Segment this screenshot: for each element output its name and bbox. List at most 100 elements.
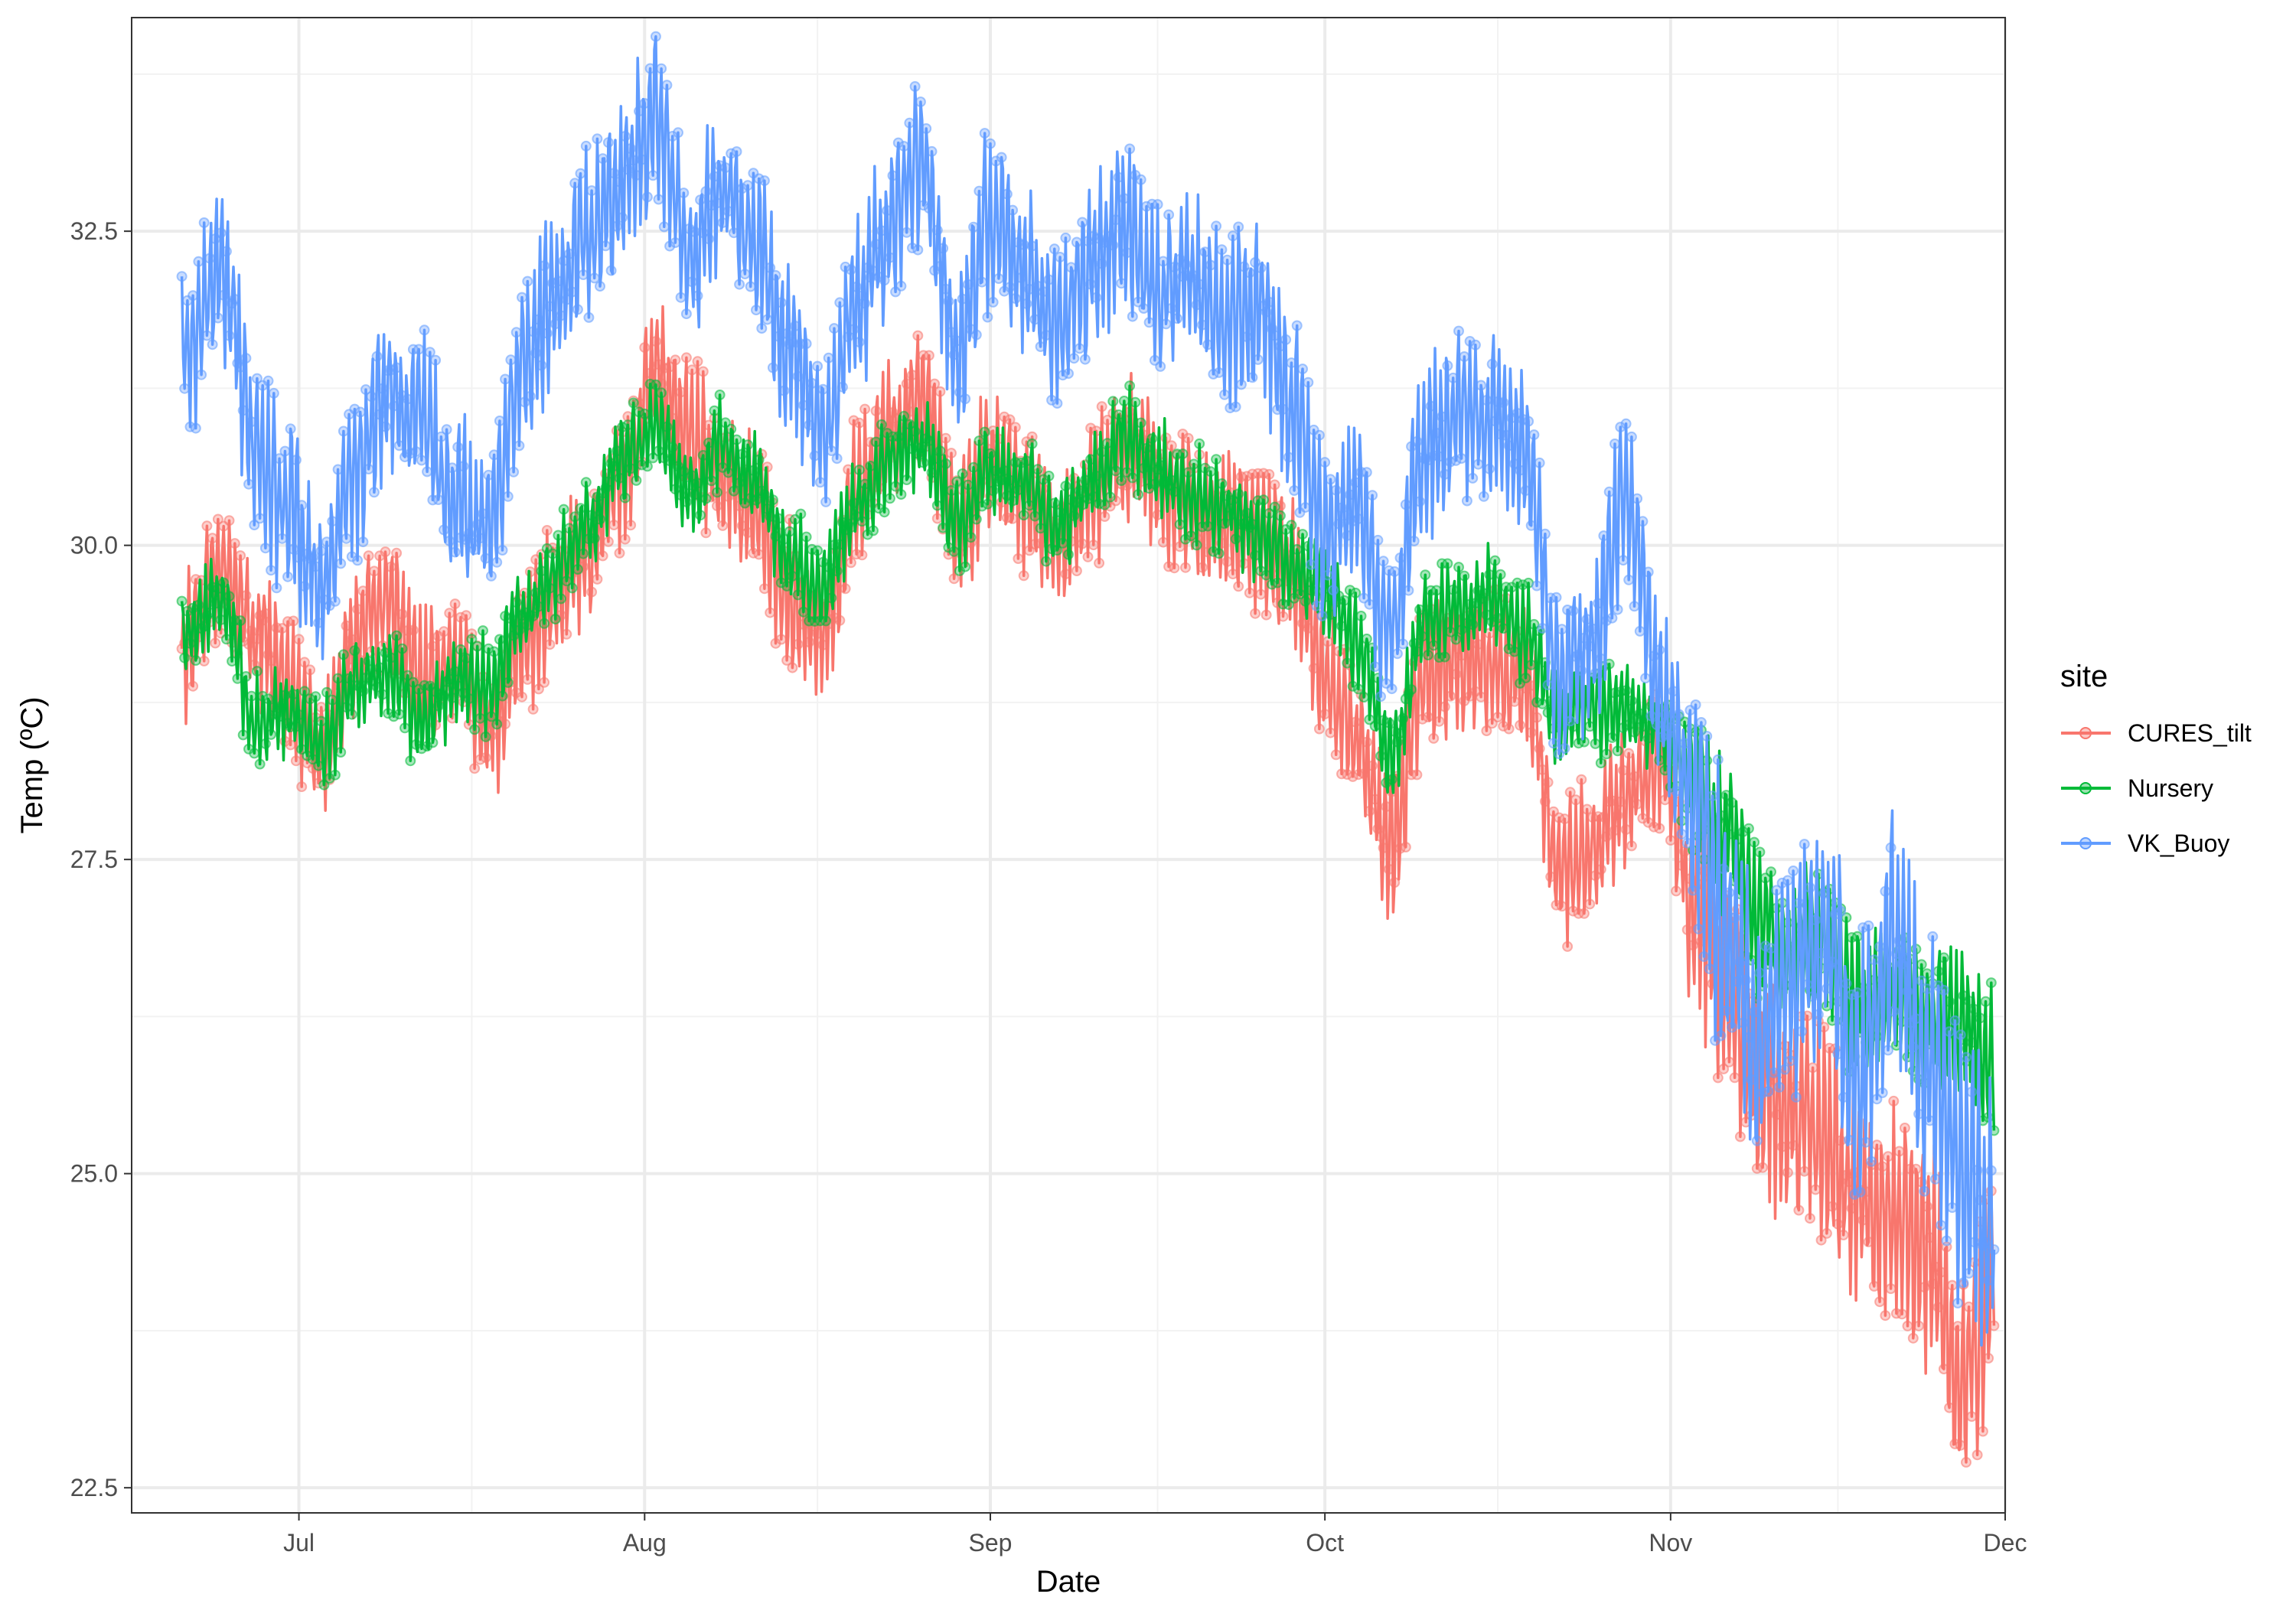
data-point [1941, 1235, 1952, 1247]
data-point [366, 391, 377, 403]
data-point [1009, 422, 1021, 433]
data-point [1040, 330, 1052, 341]
data-point [1378, 556, 1389, 567]
data-point [1492, 612, 1503, 624]
data-point [502, 491, 514, 502]
data-point [290, 721, 302, 732]
data-point [778, 533, 790, 545]
data-point [934, 445, 946, 457]
data-point [1520, 673, 1531, 683]
data-point [1609, 438, 1620, 449]
data-point [1227, 230, 1238, 242]
data-point [1186, 530, 1197, 542]
data-point [1211, 454, 1222, 465]
data-point [673, 127, 683, 139]
data-point [1319, 457, 1331, 468]
data-point [1280, 334, 1292, 345]
data-point [1286, 520, 1297, 531]
data-point [667, 131, 678, 142]
data-point [1297, 363, 1308, 375]
data-point [876, 225, 887, 236]
data-point [332, 673, 344, 684]
data-point [471, 641, 483, 652]
data-point [413, 344, 425, 355]
data-point [547, 278, 559, 288]
data-point [1133, 489, 1144, 500]
data-point [1896, 1309, 1908, 1320]
data-point [982, 311, 993, 323]
data-point [263, 693, 274, 705]
data-point [558, 504, 569, 515]
data-point [1032, 464, 1043, 475]
data-point [1367, 760, 1378, 771]
data-point [1567, 605, 1579, 617]
data-point [237, 729, 249, 741]
data-point [697, 450, 709, 461]
data-point [1124, 143, 1136, 155]
data-point [940, 283, 951, 295]
data-point [338, 649, 349, 660]
data-point [497, 545, 508, 556]
data-point [1584, 721, 1596, 732]
data-point [1938, 1364, 1949, 1374]
data-point [1342, 530, 1353, 541]
data-point [1235, 379, 1247, 390]
data-point [1866, 1156, 1877, 1167]
data-point [1216, 478, 1228, 489]
data-point [1754, 846, 1766, 858]
data-point [617, 212, 628, 223]
data-point [797, 399, 809, 411]
data-point [1760, 940, 1771, 952]
data-point [853, 464, 865, 476]
data-point [1718, 1063, 1730, 1074]
data-point [1152, 199, 1163, 210]
data-point [1116, 475, 1127, 486]
data-point [335, 747, 347, 758]
data-point [1016, 458, 1027, 468]
data-point [432, 494, 444, 505]
data-point [1642, 732, 1654, 744]
data-point [1358, 768, 1370, 780]
data-point [675, 386, 687, 398]
data-point [514, 624, 525, 636]
data-point [193, 256, 204, 267]
data-point [1841, 978, 1852, 989]
data-point [602, 476, 614, 487]
data-point [1166, 440, 1177, 451]
data-point [1924, 1115, 1936, 1126]
data-point [1124, 380, 1136, 392]
y-axis: 22.5 25.0 27.5 30.0 32.5 [70, 217, 132, 1501]
data-point [1375, 751, 1386, 761]
data-point [1085, 422, 1097, 434]
data-point [742, 439, 754, 451]
data-point [212, 312, 223, 324]
data-point [215, 614, 227, 625]
data-point [753, 549, 765, 560]
data-point [1447, 372, 1459, 383]
data-point [1910, 1163, 1922, 1175]
data-point [1651, 719, 1662, 730]
data-point [500, 373, 511, 385]
data-point [508, 466, 520, 478]
data-point [1520, 485, 1531, 497]
data-point [1060, 481, 1071, 492]
data-point [1946, 1279, 1958, 1291]
data-point [1024, 500, 1035, 511]
data-point [385, 364, 396, 376]
data-point [845, 522, 856, 533]
data-point [1442, 360, 1453, 371]
data-point [773, 513, 784, 524]
data-point [831, 566, 843, 577]
data-point [227, 656, 238, 667]
data-point [1877, 1161, 1888, 1172]
data-point [1135, 417, 1146, 429]
data-point [207, 533, 218, 544]
data-point [611, 220, 622, 232]
data-point [820, 615, 832, 627]
data-point [1233, 581, 1244, 592]
data-point [675, 490, 687, 500]
data-point [968, 221, 980, 233]
data-point [430, 354, 442, 366]
data-point [452, 680, 464, 692]
data-point [1598, 530, 1609, 542]
